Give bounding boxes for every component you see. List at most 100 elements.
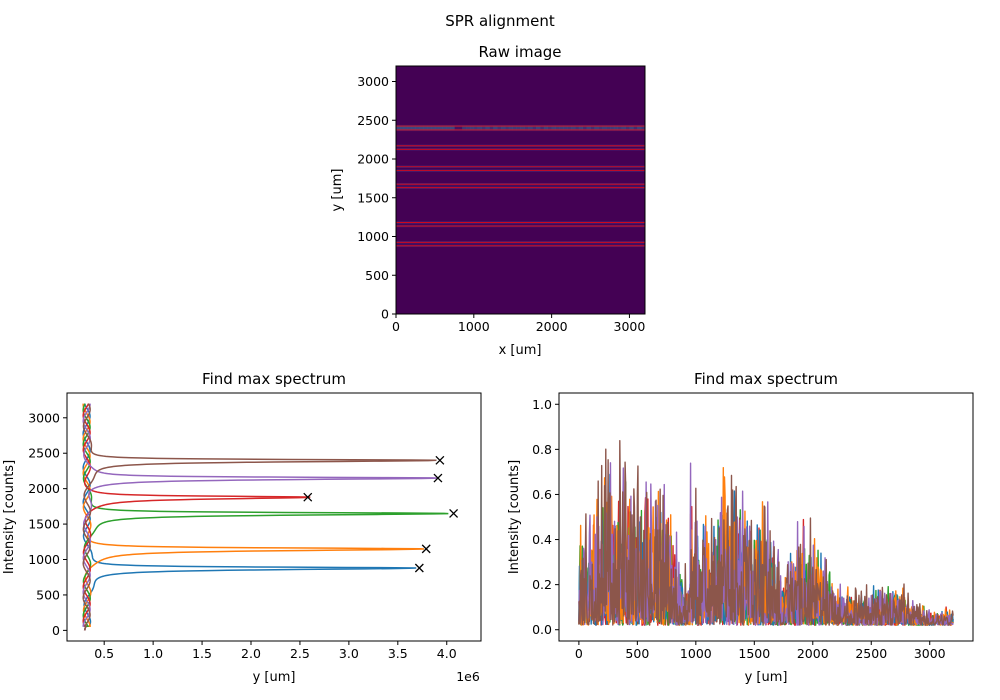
raw-image-title: Raw image [478, 43, 561, 61]
bright-band-segment [477, 125, 482, 131]
bright-band-segment [434, 125, 440, 131]
right-spectrum-x-ticks: 0 500 1000 1500 2000 2500 3000 [575, 641, 946, 661]
bright-band-segment [508, 125, 514, 131]
bright-band-segment [524, 125, 529, 131]
left-spectrum-series [82, 403, 449, 631]
bright-band-segment [419, 125, 424, 131]
image-background [396, 66, 645, 314]
bright-band-segment [481, 125, 486, 131]
raw-image-xlabel: x [um] [499, 343, 542, 358]
bright-band-segment [590, 125, 595, 131]
left-series-line-1 [82, 403, 417, 631]
bright-band-segment [617, 125, 622, 131]
left-xtick-label: 1.5 [192, 646, 212, 661]
bright-band-segment [536, 125, 541, 131]
peak-marker-1 [414, 563, 424, 573]
left-spectrum-xlabel: y [um] [253, 670, 296, 685]
left-series-line-6 [82, 403, 437, 631]
bright-band-segment [602, 125, 607, 131]
peak-marker-3 [449, 508, 459, 518]
left-spectrum-x-ticks: 0.5 1.0 1.5 2.0 2.5 3.0 3.5 4.0 [94, 641, 457, 661]
bright-band-segment [411, 125, 416, 131]
left-ytick-label: 500 [36, 587, 60, 602]
raw-ytick-label: 2000 [357, 152, 389, 167]
raw-image-x-ticks: 0 1000 2000 3000 [392, 314, 645, 334]
raw-ytick-label: 0 [381, 307, 389, 322]
bright-band-segment [520, 125, 525, 131]
left-xtick-label: 3.5 [388, 646, 408, 661]
bright-band-segment [606, 125, 611, 131]
raw-image-y-ticks: 0 500 1000 1500 2000 2500 3000 [357, 74, 396, 322]
left-spectrum-markers [303, 455, 459, 573]
left-spectrum-title: Find max spectrum [202, 370, 346, 388]
left-series-line-2 [82, 403, 425, 631]
bright-band-segment [493, 125, 498, 131]
bright-band-segment [501, 125, 506, 131]
right-spectrum-series [578, 440, 954, 626]
bright-band-segment [458, 125, 463, 131]
bright-band-segment [563, 125, 568, 131]
left-spectrum-offset-text: 1e6 [456, 669, 480, 684]
left-ytick-label: 1500 [28, 517, 60, 532]
bright-band-segment [446, 125, 451, 131]
left-series-line-3 [82, 403, 449, 631]
left-series-line-5 [82, 403, 438, 631]
right-ytick-label: 1.0 [532, 397, 552, 412]
bright-band-segment [454, 125, 459, 131]
raw-ytick-label: 2500 [357, 113, 389, 128]
bright-band-segment [582, 125, 587, 131]
right-xtick-label: 500 [625, 646, 649, 661]
right-xtick-label: 3000 [914, 646, 946, 661]
bright-band-segment [598, 125, 603, 131]
right-xtick-label: 2000 [797, 646, 829, 661]
bright-band-segment [559, 125, 564, 131]
bright-band-segment [641, 125, 646, 131]
bright-band-segment [403, 125, 408, 131]
bright-band-segment [613, 125, 619, 131]
right-spectrum-frame [558, 392, 974, 642]
bright-band-segment [609, 125, 615, 131]
bright-band-segment [574, 125, 580, 131]
right-ytick-label: 0.8 [532, 442, 552, 457]
peak-marker-6 [435, 455, 445, 465]
left-spectrum-axes: Find max spectrum 0.5 1.0 1.5 2.0 2.5 3.0 3.5 4… [2, 370, 482, 685]
bright-band-segment [466, 125, 471, 131]
right-xtick-label: 0 [575, 646, 583, 661]
raw-image-frame [395, 65, 646, 315]
bright-band-segment [450, 125, 455, 131]
bright-band-segment [438, 125, 443, 131]
raw-ytick-label: 1000 [357, 229, 389, 244]
bright-band-segment [633, 125, 638, 131]
right-spectrum-axes: Find max spectrum 0 500 1000 1500 2000 2500 30… [507, 370, 974, 685]
bright-band-segment [547, 125, 552, 131]
bright-band-segment [399, 125, 405, 131]
left-ytick-label: 2000 [28, 481, 60, 496]
raw-xtick-label: 2000 [536, 319, 568, 334]
left-ytick-label: 1000 [28, 552, 60, 567]
bright-band-segment [512, 125, 517, 131]
bright-band-segment [423, 125, 428, 131]
left-xtick-label: 2.0 [241, 646, 261, 661]
bright-band-segment [571, 125, 576, 131]
left-xtick-label: 2.5 [290, 646, 310, 661]
bright-band-segment [594, 125, 599, 131]
left-xtick-label: 4.0 [437, 646, 457, 661]
bright-band-segment [497, 125, 502, 131]
raw-xtick-label: 0 [392, 319, 400, 334]
raw-xtick-label: 3000 [614, 319, 646, 334]
peak-marker-5 [433, 473, 443, 483]
bright-band-segment [431, 125, 436, 131]
bright-band-segment [415, 125, 420, 131]
left-spectrum-frame [66, 392, 482, 642]
bright-band-segment [555, 125, 560, 131]
bright-band-segment [489, 125, 494, 131]
left-spectrum-ylabel: Intensity [counts] [2, 460, 17, 574]
right-ytick-label: 0.4 [532, 532, 552, 547]
bright-band-segment [621, 125, 626, 131]
raw-image-axes: Raw image 0 1000 2000 3000 0 500 1000 1500 2000… [330, 43, 646, 358]
bright-band-segment [407, 125, 412, 131]
bright-band-segment [427, 125, 432, 131]
right-ytick-label: 0.0 [532, 622, 552, 637]
right-spectrum-xlabel: y [um] [745, 670, 788, 685]
